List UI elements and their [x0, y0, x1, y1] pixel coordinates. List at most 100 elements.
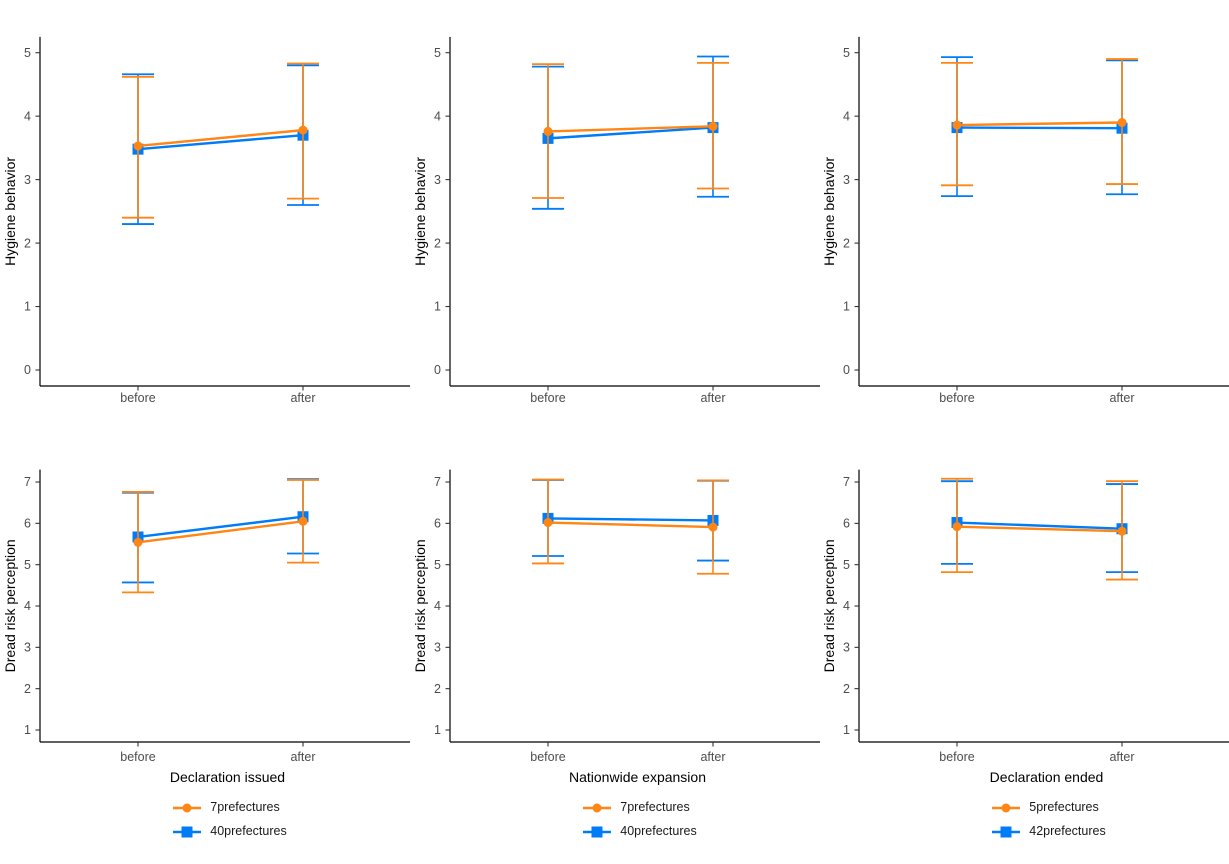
legend-key-circle-icon	[583, 803, 612, 812]
x-axis-title: Declaration ended	[990, 769, 1104, 785]
legend-key-square-icon	[173, 826, 202, 837]
dread-nationwide-expansion-svg: 1 2 3 4 5 6 7 before after Dread risk perception N…	[412, 469, 825, 785]
y-tick-label: 3	[434, 173, 441, 187]
legend-items: 5prefectures 42prefectures	[991, 799, 1106, 840]
series-7prefectures	[122, 62, 319, 219]
legend-items: 7prefectures 40prefectures	[172, 799, 287, 840]
y-axis-title: Hygiene behavior	[821, 157, 837, 266]
y-tick-label: 5	[843, 46, 850, 60]
data-point-circle	[708, 121, 718, 131]
legend-nationwide-expansion: 7prefectures 40prefectures	[452, 799, 827, 857]
legend-key-square	[1000, 826, 1012, 837]
data-point-circle	[1117, 118, 1127, 128]
hygiene-nationwide-expansion-svg: 0 1 2 3 4 5 before after Hygiene behavior	[412, 36, 825, 405]
series-line	[956, 521, 1123, 530]
y-tick-label: 2	[434, 236, 441, 250]
series-5prefectures	[941, 58, 1138, 187]
y-tick-label: 1	[843, 723, 850, 737]
y-tick-label: 2	[24, 682, 31, 696]
series-line	[547, 126, 714, 140]
series-line	[956, 121, 1123, 127]
legend-key-square	[591, 826, 603, 837]
y-tick-label: 7	[434, 475, 441, 489]
legend-key-circle	[1001, 803, 1011, 812]
series-40prefectures	[532, 479, 729, 562]
x-tick-label: after	[1109, 750, 1134, 764]
y-tick-label: 3	[24, 173, 31, 187]
x-tick-label: before	[939, 750, 974, 764]
y-tick-label: 2	[434, 682, 441, 696]
series-5prefectures	[941, 477, 1138, 581]
data-point-circle	[543, 518, 553, 528]
y-axis-title: Dread risk perception	[821, 539, 837, 672]
y-tick-label: 7	[843, 475, 850, 489]
x-tick-label: after	[700, 750, 725, 764]
legend-item-5prefectures: 5prefectures	[991, 799, 1105, 816]
series-line	[137, 134, 304, 151]
legend-label: 7prefectures	[620, 800, 690, 815]
legend-items: 7prefectures 40prefectures	[582, 799, 697, 840]
hygiene-declaration-issued-svg: 0 1 2 3 4 5 before after Hygiene behavior	[2, 36, 415, 405]
y-tick-label: 7	[24, 475, 31, 489]
y-tick-label: 1	[434, 723, 441, 737]
y-axis-title: Dread risk perception	[412, 539, 428, 672]
legend-label: 40prefectures	[620, 824, 697, 839]
data-point-circle	[952, 522, 962, 532]
legend-key-square-icon	[583, 826, 612, 837]
x-tick-label: after	[1109, 391, 1134, 405]
legend-item-40prefectures: 40prefectures	[582, 823, 697, 840]
legend-key-circle-icon	[173, 803, 202, 812]
y-tick-label: 4	[24, 599, 31, 613]
series-40prefectures	[532, 55, 729, 210]
data-point-circle	[298, 516, 308, 526]
dread-declaration-issued-svg: 1 2 3 4 5 6 7 before after Dread risk perception D…	[2, 469, 415, 785]
series-7prefectures	[122, 479, 319, 594]
y-tick-label: 5	[434, 558, 441, 572]
y-tick-label: 3	[24, 641, 31, 655]
y-tick-label: 2	[24, 236, 31, 250]
series-line	[137, 128, 304, 148]
data-point-circle	[543, 126, 553, 136]
data-point-circle	[133, 141, 143, 151]
series-line	[547, 125, 714, 133]
x-axis-title: Declaration issued	[170, 769, 285, 785]
series-line	[137, 520, 304, 544]
y-tick-label: 6	[434, 517, 441, 531]
series-line	[137, 515, 304, 539]
legend-key-circle	[592, 803, 602, 812]
legend-label: 40prefectures	[210, 824, 287, 839]
y-tick-label: 6	[24, 517, 31, 531]
series-line	[956, 525, 1123, 533]
panel-hygiene-declaration-issued: 0 1 2 3 4 5 before after Hygiene behavior	[0, 0, 415, 420]
panel-dread-declaration-ended: 1 2 3 4 5 6 7 before after Dread risk perception D…	[819, 430, 1229, 795]
legend-label: 42prefectures	[1029, 824, 1106, 839]
hygiene-declaration-ended-svg: 0 1 2 3 4 5 before after Hygiene behavior	[821, 36, 1229, 405]
data-point-circle	[708, 522, 718, 532]
x-axis-title: Nationwide expansion	[569, 769, 706, 785]
y-tick-label: 0	[843, 363, 850, 377]
x-tick-label: before	[120, 750, 155, 764]
y-tick-label: 5	[24, 46, 31, 60]
y-tick-label: 2	[843, 682, 850, 696]
legend-key-circle-icon	[992, 803, 1021, 812]
legend-label: 7prefectures	[210, 800, 280, 815]
x-tick-label: after	[290, 750, 315, 764]
panel-dread-nationwide-expansion: 1 2 3 4 5 6 7 before after Dread risk perception N…	[410, 430, 825, 795]
series-7prefectures	[532, 478, 729, 575]
y-tick-label: 4	[434, 109, 441, 123]
series-42prefectures	[941, 56, 1138, 198]
legend-key-square-icon	[992, 826, 1021, 837]
y-tick-label: 4	[843, 109, 850, 123]
x-tick-label: before	[530, 391, 565, 405]
panel-hygiene-nationwide-expansion: 0 1 2 3 4 5 before after Hygiene behavior	[410, 0, 825, 420]
series-line	[547, 517, 714, 522]
dread-declaration-ended-svg: 1 2 3 4 5 6 7 before after Dread risk perception D…	[821, 469, 1229, 785]
x-tick-label: after	[290, 391, 315, 405]
series-line	[547, 521, 714, 529]
data-point-circle	[952, 120, 962, 130]
x-tick-label: before	[530, 750, 565, 764]
y-tick-label: 1	[843, 300, 850, 314]
y-tick-label: 5	[24, 558, 31, 572]
y-tick-label: 0	[434, 363, 441, 377]
y-tick-label: 5	[434, 46, 441, 60]
